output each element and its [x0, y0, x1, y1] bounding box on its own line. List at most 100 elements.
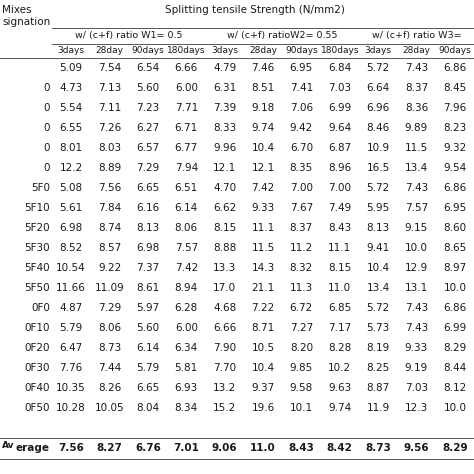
Text: 5.73: 5.73 [366, 323, 390, 333]
Text: 28day: 28day [249, 46, 277, 55]
Text: 8.37: 8.37 [405, 83, 428, 93]
Text: 9.42: 9.42 [290, 123, 313, 133]
Text: 7.17: 7.17 [328, 323, 351, 333]
Text: 12.1: 12.1 [213, 163, 236, 173]
Text: 6.98: 6.98 [60, 223, 83, 233]
Text: 6.14: 6.14 [137, 343, 160, 353]
Text: 4.73: 4.73 [60, 83, 83, 93]
Text: 6.84: 6.84 [328, 63, 351, 73]
Text: 8.71: 8.71 [251, 323, 274, 333]
Text: 8.45: 8.45 [443, 83, 466, 93]
Text: 7.43: 7.43 [405, 303, 428, 313]
Text: 12.9: 12.9 [405, 263, 428, 273]
Text: 8.61: 8.61 [137, 283, 160, 293]
Text: 6.86: 6.86 [443, 183, 466, 193]
Text: 0F0: 0F0 [31, 303, 50, 313]
Text: 8.19: 8.19 [366, 343, 390, 353]
Text: 13.3: 13.3 [213, 263, 236, 273]
Text: 8.26: 8.26 [98, 383, 121, 393]
Text: 7.43: 7.43 [405, 63, 428, 73]
Text: 6.76: 6.76 [135, 443, 161, 453]
Text: 8.60: 8.60 [443, 223, 466, 233]
Text: 9.85: 9.85 [290, 363, 313, 373]
Text: 10.5: 10.5 [251, 343, 274, 353]
Text: 6.34: 6.34 [174, 343, 198, 353]
Text: 9.33: 9.33 [405, 343, 428, 353]
Text: Mixes
signation: Mixes signation [2, 5, 50, 27]
Text: 5.60: 5.60 [137, 323, 159, 333]
Text: 5F20: 5F20 [24, 223, 50, 233]
Text: 7.39: 7.39 [213, 103, 236, 113]
Text: 13.2: 13.2 [213, 383, 236, 393]
Text: 8.32: 8.32 [290, 263, 313, 273]
Text: 7.27: 7.27 [290, 323, 313, 333]
Text: 11.2: 11.2 [290, 243, 313, 253]
Text: w/ (c+f) ratioW2= 0.55: w/ (c+f) ratioW2= 0.55 [227, 30, 337, 39]
Text: 0: 0 [44, 83, 50, 93]
Text: 10.1: 10.1 [290, 403, 313, 413]
Text: 7.43: 7.43 [405, 323, 428, 333]
Text: 11.09: 11.09 [95, 283, 124, 293]
Text: 7.54: 7.54 [98, 63, 121, 73]
Text: 8.27: 8.27 [97, 443, 122, 453]
Text: 0: 0 [44, 143, 50, 153]
Text: 3days: 3days [365, 46, 392, 55]
Text: 7.26: 7.26 [98, 123, 121, 133]
Text: 0: 0 [44, 103, 50, 113]
Text: 7.03: 7.03 [328, 83, 351, 93]
Text: 5.08: 5.08 [60, 183, 83, 193]
Text: 8.01: 8.01 [60, 143, 83, 153]
Text: 6.96: 6.96 [366, 103, 390, 113]
Text: 5F40: 5F40 [24, 263, 50, 273]
Text: 8.34: 8.34 [174, 403, 198, 413]
Text: 5F30: 5F30 [24, 243, 50, 253]
Text: 8.33: 8.33 [213, 123, 236, 133]
Text: 7.42: 7.42 [174, 263, 198, 273]
Text: 7.67: 7.67 [290, 203, 313, 213]
Text: Splitting tensile Strength (N/mm2): Splitting tensile Strength (N/mm2) [164, 5, 345, 15]
Text: 8.13: 8.13 [137, 223, 160, 233]
Text: 90days: 90days [438, 46, 471, 55]
Text: 13.1: 13.1 [405, 283, 428, 293]
Text: 11.1: 11.1 [251, 223, 274, 233]
Text: 6.57: 6.57 [137, 143, 160, 153]
Text: 90days: 90days [285, 46, 318, 55]
Text: 7.00: 7.00 [328, 183, 351, 193]
Text: 5.61: 5.61 [60, 203, 83, 213]
Text: 7.56: 7.56 [98, 183, 121, 193]
Text: 4.68: 4.68 [213, 303, 236, 313]
Text: 8.43: 8.43 [288, 443, 314, 453]
Text: 7.49: 7.49 [328, 203, 351, 213]
Text: 11.1: 11.1 [328, 243, 351, 253]
Text: 6.00: 6.00 [175, 83, 198, 93]
Text: 6.65: 6.65 [137, 383, 160, 393]
Text: 7.84: 7.84 [98, 203, 121, 213]
Text: 10.35: 10.35 [56, 383, 86, 393]
Text: 8.46: 8.46 [366, 123, 390, 133]
Text: 6.14: 6.14 [174, 203, 198, 213]
Text: 9.74: 9.74 [251, 123, 274, 133]
Text: 6.99: 6.99 [328, 103, 351, 113]
Text: 7.96: 7.96 [443, 103, 466, 113]
Text: 9.37: 9.37 [251, 383, 274, 393]
Text: 4.87: 4.87 [60, 303, 83, 313]
Text: w/ (c+f) ratio W1= 0.5: w/ (c+f) ratio W1= 0.5 [75, 30, 182, 39]
Text: 7.70: 7.70 [213, 363, 236, 373]
Text: 9.22: 9.22 [98, 263, 121, 273]
Text: erage: erage [16, 443, 50, 453]
Text: 0: 0 [44, 123, 50, 133]
Text: 0F30: 0F30 [25, 363, 50, 373]
Text: 10.4: 10.4 [251, 143, 274, 153]
Text: 7.90: 7.90 [213, 343, 236, 353]
Text: 8.37: 8.37 [290, 223, 313, 233]
Text: 28day: 28day [402, 46, 430, 55]
Text: 11.5: 11.5 [251, 243, 274, 253]
Text: 3days: 3days [211, 46, 238, 55]
Text: 9.58: 9.58 [290, 383, 313, 393]
Text: 7.57: 7.57 [174, 243, 198, 253]
Text: 7.76: 7.76 [60, 363, 83, 373]
Text: 6.54: 6.54 [137, 63, 160, 73]
Text: 0: 0 [44, 163, 50, 173]
Text: 7.01: 7.01 [173, 443, 199, 453]
Text: 6.66: 6.66 [213, 323, 236, 333]
